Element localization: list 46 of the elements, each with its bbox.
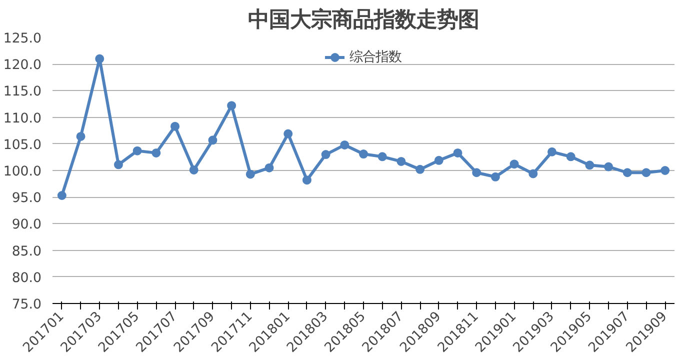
point: [510, 160, 519, 169]
point: [359, 150, 368, 158]
point: [660, 166, 670, 175]
point: [490, 172, 500, 182]
point: [152, 148, 161, 158]
point: [246, 170, 255, 179]
point: [76, 132, 86, 141]
point: [453, 148, 462, 158]
point: [114, 160, 123, 170]
legend-label: 综合指数: [350, 48, 402, 66]
point: [302, 176, 312, 185]
chart-title: 中国大宗商品指数走势图: [248, 8, 479, 32]
point: [528, 169, 538, 178]
point: [396, 156, 406, 166]
y-tick-label: 75.0: [12, 298, 42, 312]
point: [585, 160, 594, 170]
point: [378, 152, 387, 162]
y-tick-label: 120.0: [3, 58, 42, 74]
y-tick-label: 105.0: [3, 138, 42, 153]
y-tick-label: 115.0: [3, 84, 42, 100]
point: [566, 152, 576, 162]
point: [622, 168, 632, 178]
y-tick-label: 80.0: [12, 270, 42, 286]
point: [95, 54, 104, 64]
y-tick-label: 90.0: [12, 218, 42, 233]
point: [208, 136, 218, 145]
point: [642, 168, 651, 178]
point: [170, 122, 180, 131]
point: [189, 165, 198, 174]
point: [321, 150, 330, 160]
point: [416, 164, 425, 174]
point: [227, 101, 236, 110]
point: [264, 163, 274, 172]
point: [472, 168, 482, 178]
point: [547, 147, 556, 156]
y-tick-label: 100.0: [3, 164, 42, 180]
y-tick-label: 85.0: [12, 244, 42, 260]
point: [284, 129, 293, 138]
point: [340, 140, 350, 150]
y-tick-label: 110.0: [3, 111, 42, 126]
point: [604, 162, 614, 172]
point: [57, 191, 66, 200]
point: [132, 146, 142, 156]
y-tick-label: 125.0: [3, 32, 42, 46]
point: [434, 156, 444, 165]
y-tick-label: 95.0: [12, 191, 42, 206]
